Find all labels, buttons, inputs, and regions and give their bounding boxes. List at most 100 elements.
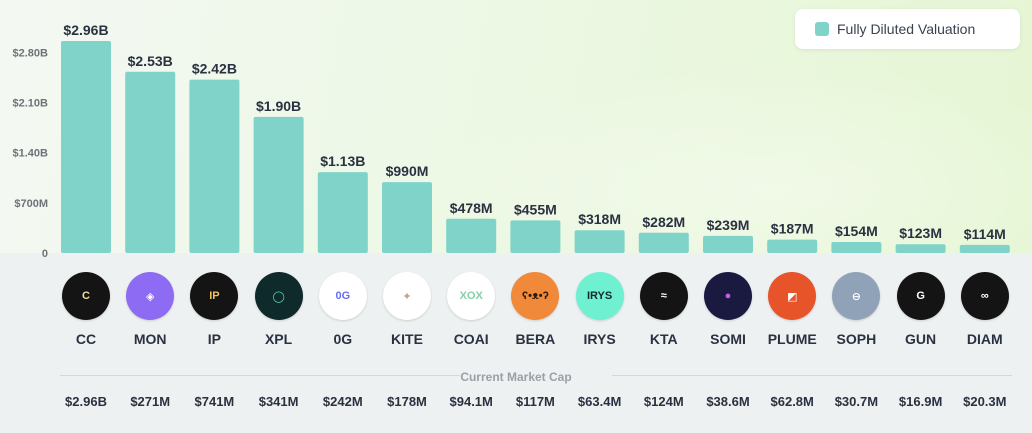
ticker-label: BERA bbox=[515, 331, 556, 347]
0g-logo-icon: 0G bbox=[318, 272, 367, 320]
token-coai[interactable]: XOX COAI bbox=[439, 272, 503, 347]
market-cap-value: $117M bbox=[515, 394, 555, 409]
y-tick-label: $700M bbox=[14, 198, 48, 210]
bar-soph[interactable] bbox=[831, 241, 882, 253]
ticker-label: KITE bbox=[391, 331, 423, 347]
ticker-label: 0G bbox=[333, 331, 353, 347]
mon-logo-icon: ◈ bbox=[126, 272, 175, 320]
ticker-label: KTA bbox=[649, 331, 678, 347]
bar-value-label: $123M bbox=[899, 225, 942, 241]
bar-value-label: $990M bbox=[386, 163, 429, 179]
market-cap-value: $341M bbox=[258, 394, 299, 409]
market-cap-value: $2.96B bbox=[65, 394, 107, 409]
bar-0g[interactable] bbox=[317, 172, 368, 253]
ip-logo-icon: IP bbox=[190, 272, 239, 320]
bar-plume[interactable] bbox=[767, 239, 818, 253]
bar-xpl[interactable] bbox=[253, 116, 304, 254]
market-cap-value: $271M bbox=[130, 394, 171, 409]
bar-value-label: $1.13B bbox=[320, 153, 365, 169]
token-kite[interactable]: ✦ KITE bbox=[375, 272, 439, 347]
bera-logo-icon: ʕ•ᴥ•ʔ bbox=[511, 272, 560, 320]
market-cap-value: $124M bbox=[643, 394, 684, 409]
ticker-label: DIAM bbox=[966, 331, 1003, 347]
ticker-label: SOMI bbox=[710, 331, 746, 347]
market-cap-value: $741M bbox=[194, 394, 235, 409]
ticker-label: IP bbox=[207, 331, 221, 347]
diam-logo-icon: ∞ bbox=[960, 272, 1009, 320]
legend-label: Fully Diluted Valuation bbox=[837, 21, 976, 37]
bar-irys[interactable] bbox=[574, 230, 625, 253]
bar-coai[interactable] bbox=[446, 218, 497, 253]
ticker-label: CC bbox=[75, 331, 97, 347]
legend-swatch bbox=[815, 22, 829, 36]
token-ip[interactable]: IP IP bbox=[182, 272, 246, 347]
ticker-label: IRYS bbox=[583, 331, 616, 347]
bar-value-label: $478M bbox=[450, 200, 493, 216]
chart-legend: Fully Diluted Valuation bbox=[795, 9, 1020, 49]
divider-left bbox=[60, 375, 460, 376]
token-bera[interactable]: ʕ•ᴥ•ʔ BERA bbox=[503, 272, 567, 347]
bar-value-label: $154M bbox=[835, 223, 878, 239]
token-gun[interactable]: G GUN bbox=[889, 272, 953, 347]
y-tick-label: $1.40B bbox=[13, 148, 49, 160]
bar-value-label: $239M bbox=[707, 217, 750, 233]
market-cap-title: Current Market Cap bbox=[460, 370, 572, 384]
irys-logo-icon: IRYS bbox=[575, 272, 624, 320]
market-cap-value: $178M bbox=[387, 394, 427, 409]
bar-value-label: $114M bbox=[964, 226, 1006, 242]
bar-gun[interactable] bbox=[895, 244, 946, 253]
bar-value-label: $2.42B bbox=[192, 61, 237, 77]
market-cap-value: $94.1M bbox=[449, 394, 493, 409]
y-tick-label: 0 bbox=[42, 248, 48, 260]
fdv-bar-chart: 0 $700M $1.40B $2.10B $2.80B $2.96B $2.53B $2.4… bbox=[13, 22, 1010, 260]
kta-logo-icon: ≈ bbox=[639, 272, 688, 320]
ticker-label: COAI bbox=[453, 331, 489, 347]
ticker-label: MON bbox=[133, 331, 167, 347]
bar-kite[interactable] bbox=[382, 182, 432, 253]
kite-logo-icon: ✦ bbox=[383, 272, 431, 320]
bar-value-label: $455M bbox=[514, 201, 557, 217]
bar-value-label: $2.96B bbox=[63, 22, 108, 38]
market-cap-value: $20.3M bbox=[963, 394, 1007, 409]
bar-value-label: $282M bbox=[642, 214, 685, 230]
ticker-label: GUN bbox=[905, 331, 937, 347]
token-soph[interactable]: ⊖ SOPH bbox=[824, 272, 888, 347]
market-cap-header: Current Market Cap bbox=[0, 368, 1032, 384]
bar-somi[interactable] bbox=[703, 235, 753, 253]
soph-logo-icon: ⊖ bbox=[832, 272, 881, 320]
y-tick-label: $2.80B bbox=[13, 47, 49, 59]
token-xpl[interactable]: ◯ XPL bbox=[247, 272, 311, 347]
market-cap-value: $63.4M bbox=[577, 394, 622, 409]
bar-bera[interactable] bbox=[510, 220, 561, 253]
bar-value-label: $318M bbox=[578, 211, 621, 227]
token-irys[interactable]: IRYS IRYS bbox=[568, 272, 632, 347]
bar-kta[interactable] bbox=[638, 232, 689, 253]
market-cap-value: $242M bbox=[322, 394, 363, 409]
token-kta[interactable]: ≈ KTA bbox=[632, 272, 696, 347]
ticker-label: PLUME bbox=[767, 331, 817, 347]
token-somi[interactable]: ● SOMI bbox=[696, 272, 760, 347]
bar-value-label: $187M bbox=[771, 221, 814, 237]
bar-value-label: $1.90B bbox=[256, 98, 301, 114]
plume-logo-icon: ◩ bbox=[768, 272, 817, 320]
bar-mon[interactable] bbox=[125, 71, 176, 253]
divider-right bbox=[612, 375, 1012, 376]
y-tick-label: $2.10B bbox=[13, 98, 49, 110]
token-mon[interactable]: ◈ MON bbox=[118, 272, 182, 347]
bar-cc[interactable] bbox=[61, 41, 111, 253]
coai-logo-icon: XOX bbox=[447, 272, 496, 320]
gun-logo-icon: G bbox=[896, 272, 945, 320]
market-cap-value: $16.9M bbox=[898, 394, 943, 409]
cc-logo-icon: C bbox=[62, 272, 110, 320]
ticker-label: SOPH bbox=[836, 331, 877, 347]
token-0g[interactable]: 0G 0G bbox=[311, 272, 375, 347]
bar-value-label: $2.53B bbox=[128, 53, 173, 69]
bar-ip[interactable] bbox=[189, 79, 240, 253]
ticker-label: XPL bbox=[264, 331, 293, 347]
token-diam[interactable]: ∞ DIAM bbox=[953, 272, 1017, 347]
somi-logo-icon: ● bbox=[704, 272, 752, 320]
token-plume[interactable]: ◩ PLUME bbox=[760, 272, 824, 347]
token-cc[interactable]: C CC bbox=[54, 272, 118, 347]
market-cap-value: $62.8M bbox=[770, 394, 814, 409]
bar-diam[interactable] bbox=[959, 244, 1010, 253]
